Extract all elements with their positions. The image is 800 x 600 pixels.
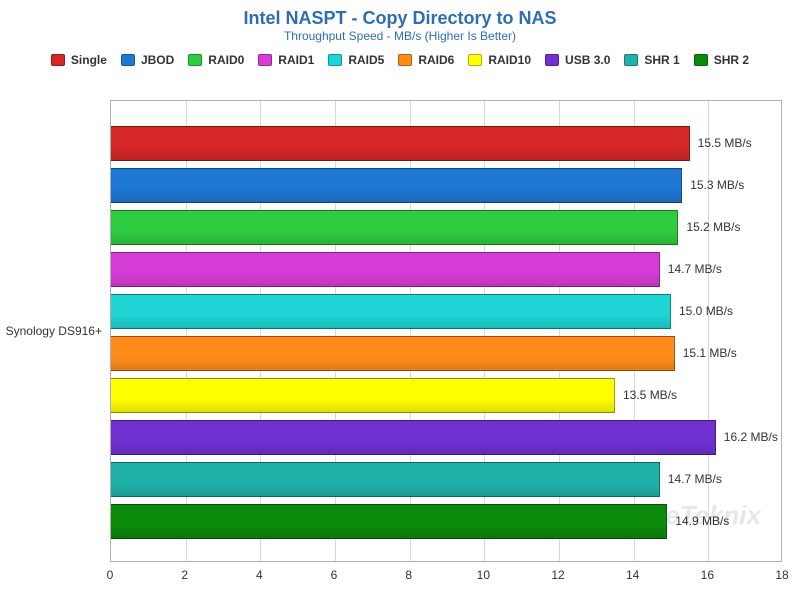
legend-item: RAID0 xyxy=(188,53,244,67)
x-tick-label: 6 xyxy=(331,568,338,582)
legend-label: SHR 2 xyxy=(714,53,749,67)
x-tick-label: 8 xyxy=(405,568,412,582)
legend-label: SHR 1 xyxy=(644,53,679,67)
bar xyxy=(111,294,671,329)
chart-header: Intel NASPT - Copy Directory to NAS Thro… xyxy=(0,0,800,43)
legend-item: RAID1 xyxy=(258,53,314,67)
bar-value-label: 14.7 MB/s xyxy=(668,472,722,486)
legend-item: RAID5 xyxy=(328,53,384,67)
legend-item: SHR 2 xyxy=(694,53,749,67)
bar xyxy=(111,210,678,245)
x-tick-label: 16 xyxy=(701,568,714,582)
x-tick-label: 10 xyxy=(477,568,490,582)
x-tick-label: 14 xyxy=(626,568,639,582)
legend-item: RAID6 xyxy=(398,53,454,67)
bar xyxy=(111,126,690,161)
legend-label: USB 3.0 xyxy=(565,53,610,67)
legend-swatch xyxy=(121,54,135,66)
legend-item: Single xyxy=(51,53,107,67)
legend-swatch xyxy=(468,54,482,66)
legend-swatch xyxy=(624,54,638,66)
legend-label: RAID5 xyxy=(348,53,384,67)
bar xyxy=(111,420,716,455)
bar xyxy=(111,168,682,203)
legend-label: RAID1 xyxy=(278,53,314,67)
chart-legend: Single JBOD RAID0 RAID1 RAID5 RAID6 RAID10 USB … xyxy=(0,43,800,73)
x-tick-label: 0 xyxy=(107,568,114,582)
bar xyxy=(111,252,660,287)
legend-swatch xyxy=(188,54,202,66)
chart-title: Intel NASPT - Copy Directory to NAS xyxy=(0,8,800,29)
bar-value-label: 15.5 MB/s xyxy=(698,136,752,150)
bar-value-label: 16.2 MB/s xyxy=(724,430,778,444)
chart-subtitle: Throughput Speed - MB/s (Higher Is Bette… xyxy=(0,29,800,43)
x-tick-label: 18 xyxy=(775,568,788,582)
chart-container: Intel NASPT - Copy Directory to NAS Thro… xyxy=(0,0,800,600)
gridline xyxy=(708,101,709,561)
x-tick-label: 12 xyxy=(551,568,564,582)
bar xyxy=(111,504,667,539)
legend-label: RAID10 xyxy=(488,53,531,67)
bar xyxy=(111,378,615,413)
legend-swatch xyxy=(51,54,65,66)
y-axis-category-label: Synology DS916+ xyxy=(4,324,102,338)
plot-area: eTeknix 15.5 MB/s15.3 MB/s15.2 MB/s14.7 … xyxy=(110,100,782,562)
bar-value-label: 15.3 MB/s xyxy=(690,178,744,192)
legend-swatch xyxy=(258,54,272,66)
legend-item: JBOD xyxy=(121,53,174,67)
bar-value-label: 15.0 MB/s xyxy=(679,304,733,318)
bar xyxy=(111,462,660,497)
legend-label: RAID0 xyxy=(208,53,244,67)
bar-value-label: 14.7 MB/s xyxy=(668,262,722,276)
legend-label: JBOD xyxy=(141,53,174,67)
bar-value-label: 15.2 MB/s xyxy=(686,220,740,234)
x-tick-label: 4 xyxy=(256,568,263,582)
legend-swatch xyxy=(398,54,412,66)
bar-value-label: 13.5 MB/s xyxy=(623,388,677,402)
legend-swatch xyxy=(694,54,708,66)
bar-value-label: 15.1 MB/s xyxy=(683,346,737,360)
legend-item: SHR 1 xyxy=(624,53,679,67)
legend-swatch xyxy=(328,54,342,66)
bar-value-label: 14.9 MB/s xyxy=(675,514,729,528)
legend-item: USB 3.0 xyxy=(545,53,610,67)
x-tick-label: 2 xyxy=(181,568,188,582)
legend-swatch xyxy=(545,54,559,66)
legend-label: Single xyxy=(71,53,107,67)
legend-label: RAID6 xyxy=(418,53,454,67)
legend-item: RAID10 xyxy=(468,53,531,67)
bar xyxy=(111,336,675,371)
